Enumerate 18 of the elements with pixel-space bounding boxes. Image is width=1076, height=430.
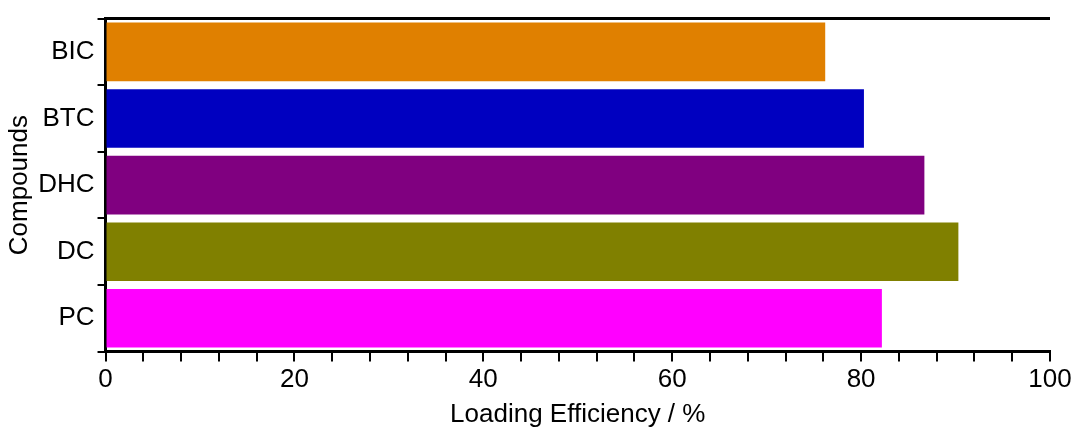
x-tick-label: 80 bbox=[846, 363, 876, 394]
x-tick-label: 40 bbox=[468, 363, 498, 394]
x-tick-label: 100 bbox=[1028, 363, 1072, 394]
bar bbox=[106, 22, 826, 82]
bar bbox=[106, 289, 882, 348]
y-tick-label: DHC bbox=[38, 168, 95, 199]
y-tick-label: BIC bbox=[51, 35, 95, 66]
bar bbox=[106, 222, 959, 281]
y-tick-label: BTC bbox=[42, 101, 95, 132]
x-axis-title: Loading Efficiency / % bbox=[450, 397, 706, 428]
bar bbox=[106, 155, 925, 215]
x-tick-label: 0 bbox=[98, 363, 113, 394]
x-tick-label: 20 bbox=[279, 363, 309, 394]
y-axis-title: Compounds bbox=[2, 115, 33, 256]
bar bbox=[106, 89, 864, 148]
x-tick-label: 60 bbox=[657, 363, 687, 394]
y-tick-label: DC bbox=[56, 234, 95, 265]
y-tick-label: PC bbox=[58, 301, 95, 332]
